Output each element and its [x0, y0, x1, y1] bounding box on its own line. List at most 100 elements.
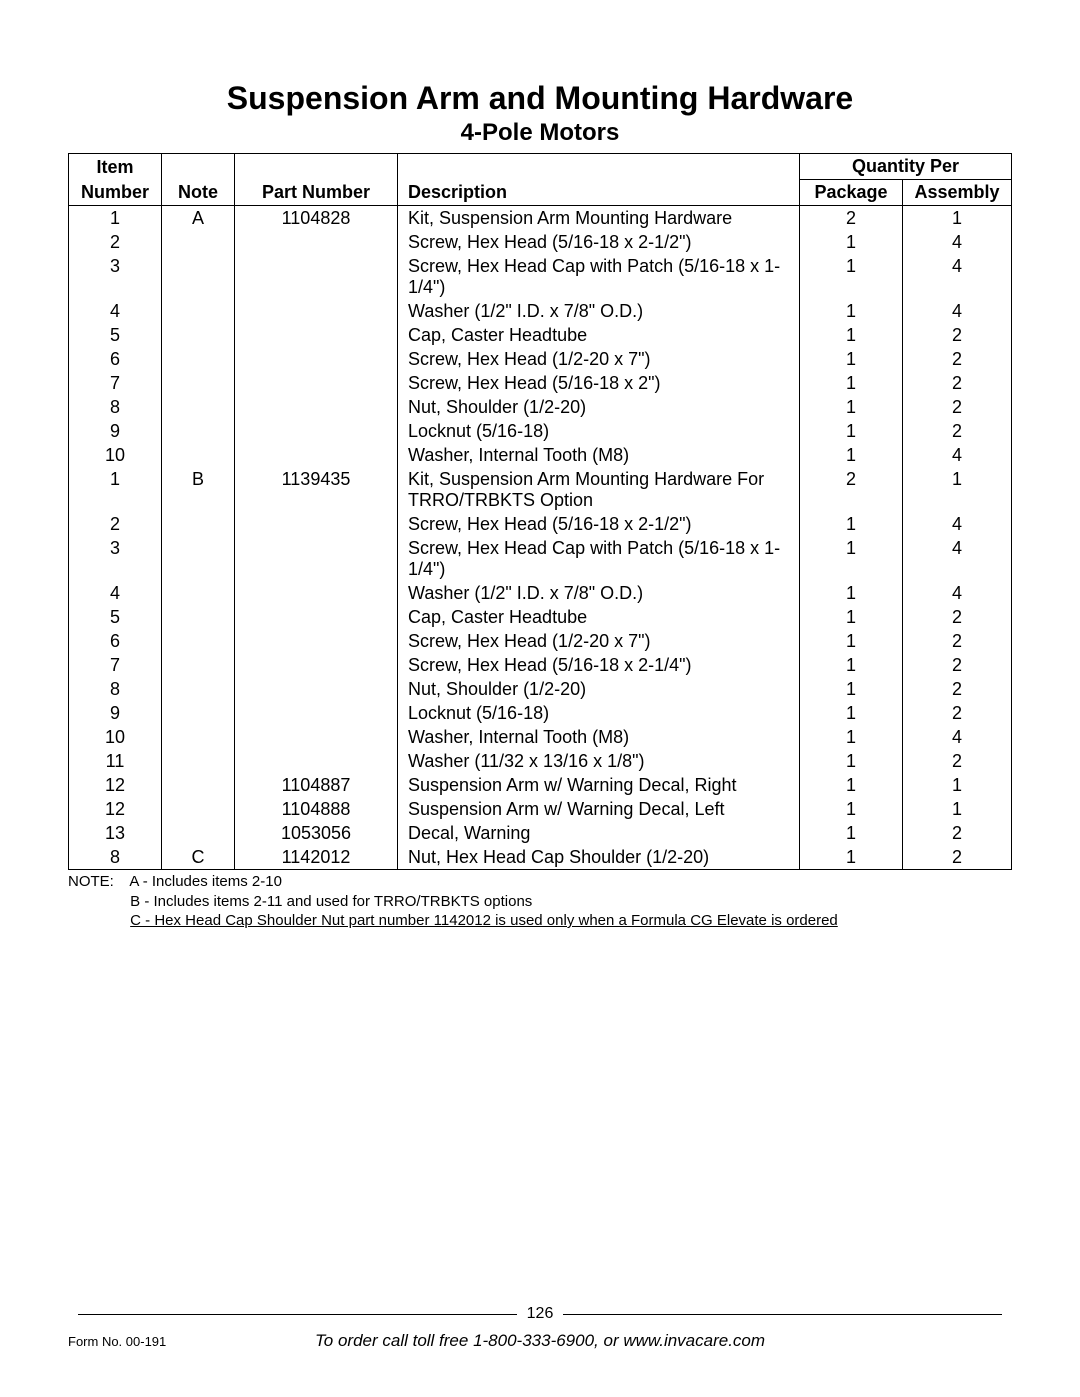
cell-assembly: 2	[903, 749, 1012, 773]
cell-part-number	[235, 536, 398, 581]
cell-assembly: 2	[903, 653, 1012, 677]
cell-assembly: 1	[903, 773, 1012, 797]
page-footer: 126 Form No. 00-191 To order call toll f…	[68, 1305, 1012, 1351]
cell-package: 1	[800, 821, 903, 845]
page-title: Suspension Arm and Mounting Hardware	[68, 80, 1012, 117]
cell-assembly: 4	[903, 536, 1012, 581]
note-line-b: B - Includes items 2-11 and used for TRR…	[130, 893, 532, 910]
cell-part-number	[235, 395, 398, 419]
cell-package: 1	[800, 845, 903, 870]
cell-note	[162, 677, 235, 701]
cell-part-number	[235, 581, 398, 605]
cell-note	[162, 773, 235, 797]
cell-note	[162, 443, 235, 467]
cell-description: Screw, Hex Head (5/16-18 x 2-1/2")	[398, 230, 800, 254]
cell-assembly: 2	[903, 395, 1012, 419]
table-row: 6Screw, Hex Head (1/2-20 x 7")12	[69, 347, 1012, 371]
cell-part-number	[235, 512, 398, 536]
table-row: 9Locknut (5/16-18)12	[69, 701, 1012, 725]
cell-package: 1	[800, 419, 903, 443]
note-line-a: A - Includes items 2-10	[129, 873, 282, 890]
cell-description: Locknut (5/16-18)	[398, 701, 800, 725]
table-row: 7Screw, Hex Head (5/16-18 x 2")12	[69, 371, 1012, 395]
cell-note	[162, 653, 235, 677]
cell-note	[162, 395, 235, 419]
cell-package: 1	[800, 581, 903, 605]
cell-note	[162, 581, 235, 605]
footer-rule-left	[78, 1314, 517, 1315]
cell-description: Cap, Caster Headtube	[398, 323, 800, 347]
table-row: 5Cap, Caster Headtube12	[69, 605, 1012, 629]
table-row: 7Screw, Hex Head (5/16-18 x 2-1/4")12	[69, 653, 1012, 677]
cell-description: Screw, Hex Head (5/16-18 x 2-1/2")	[398, 512, 800, 536]
table-row: 4Washer (1/2" I.D. x 7/8" O.D.)14	[69, 581, 1012, 605]
cell-note	[162, 749, 235, 773]
cell-note	[162, 347, 235, 371]
cell-assembly: 2	[903, 323, 1012, 347]
table-row: 10Washer, Internal Tooth (M8)14	[69, 725, 1012, 749]
cell-package: 1	[800, 725, 903, 749]
cell-item: 11	[69, 749, 162, 773]
cell-description: Nut, Hex Head Cap Shoulder (1/2-20)	[398, 845, 800, 870]
parts-table: Item Quantity Per Number Note Part Numbe…	[68, 153, 1012, 870]
cell-assembly: 2	[903, 605, 1012, 629]
cell-note	[162, 797, 235, 821]
cell-part-number	[235, 677, 398, 701]
cell-part-number	[235, 230, 398, 254]
cell-package: 1	[800, 536, 903, 581]
cell-description: Washer (1/2" I.D. x 7/8" O.D.)	[398, 299, 800, 323]
cell-item: 5	[69, 605, 162, 629]
cell-item: 5	[69, 323, 162, 347]
cell-part-number	[235, 371, 398, 395]
cell-note	[162, 725, 235, 749]
cell-item: 10	[69, 443, 162, 467]
cell-description: Washer (11/32 x 13/16 x 1/8")	[398, 749, 800, 773]
cell-item: 3	[69, 254, 162, 299]
cell-assembly: 2	[903, 677, 1012, 701]
cell-description: Washer, Internal Tooth (M8)	[398, 725, 800, 749]
cell-item: 13	[69, 821, 162, 845]
cell-part-number	[235, 323, 398, 347]
cell-part-number: 1142012	[235, 845, 398, 870]
cell-part-number	[235, 749, 398, 773]
cell-package: 1	[800, 773, 903, 797]
cell-note	[162, 629, 235, 653]
cell-assembly: 2	[903, 371, 1012, 395]
cell-package: 1	[800, 395, 903, 419]
table-row: 1B1139435Kit, Suspension Arm Mounting Ha…	[69, 467, 1012, 512]
cell-item: 7	[69, 653, 162, 677]
cell-package: 1	[800, 701, 903, 725]
table-row: 131053056Decal, Warning12	[69, 821, 1012, 845]
cell-part-number	[235, 254, 398, 299]
cell-package: 1	[800, 629, 903, 653]
cell-package: 1	[800, 254, 903, 299]
cell-part-number: 1053056	[235, 821, 398, 845]
cell-part-number: 1104828	[235, 206, 398, 231]
table-row: 6Screw, Hex Head (1/2-20 x 7")12	[69, 629, 1012, 653]
cell-assembly: 2	[903, 701, 1012, 725]
page-number: 126	[527, 1305, 554, 1323]
cell-part-number	[235, 605, 398, 629]
form-number: Form No. 00-191	[68, 1334, 166, 1349]
cell-item: 1	[69, 206, 162, 231]
cell-note	[162, 419, 235, 443]
cell-part-number	[235, 653, 398, 677]
page-subtitle: 4-Pole Motors	[68, 119, 1012, 147]
cell-description: Washer, Internal Tooth (M8)	[398, 443, 800, 467]
cell-assembly: 4	[903, 581, 1012, 605]
header-description: Description	[398, 180, 800, 206]
cell-assembly: 2	[903, 821, 1012, 845]
cell-item: 12	[69, 773, 162, 797]
table-row: 11Washer (11/32 x 13/16 x 1/8")12	[69, 749, 1012, 773]
cell-item: 3	[69, 536, 162, 581]
cell-part-number: 1104887	[235, 773, 398, 797]
cell-description: Locknut (5/16-18)	[398, 419, 800, 443]
cell-description: Suspension Arm w/ Warning Decal, Right	[398, 773, 800, 797]
cell-part-number: 1139435	[235, 467, 398, 512]
notes-block: NOTE: A - Includes items 2-10 B - Includ…	[68, 872, 1012, 931]
cell-assembly: 4	[903, 299, 1012, 323]
cell-note: A	[162, 206, 235, 231]
cell-note	[162, 323, 235, 347]
cell-description: Nut, Shoulder (1/2-20)	[398, 395, 800, 419]
cell-item: 6	[69, 629, 162, 653]
